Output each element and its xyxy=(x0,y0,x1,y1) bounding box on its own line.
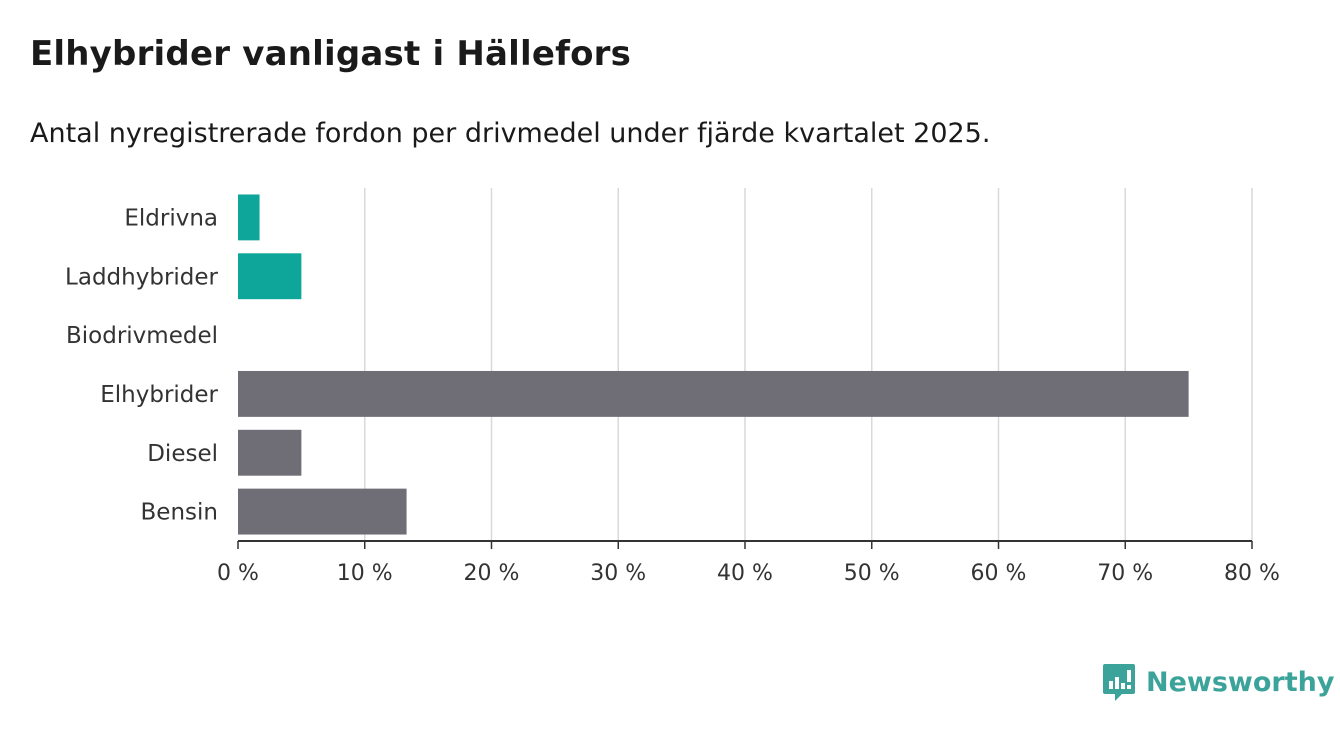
category-label: Diesel xyxy=(147,441,218,467)
x-tick-label: 10 % xyxy=(337,561,393,586)
x-tick-label: 20 % xyxy=(464,561,520,586)
x-tick-label: 50 % xyxy=(844,561,900,586)
bar-bensin xyxy=(238,488,407,535)
bar-laddhybrider xyxy=(238,253,302,300)
category-label: Bensin xyxy=(141,500,218,526)
x-tick-label: 40 % xyxy=(717,561,773,586)
brand-name: Newsworthy xyxy=(1146,666,1335,698)
grid-lines xyxy=(364,188,1253,541)
category-label: Biodrivmedel xyxy=(66,323,218,349)
chart-subtitle: Antal nyregistrerade fordon per drivmede… xyxy=(30,118,991,149)
brand-logo: Newsworthy xyxy=(1102,662,1334,702)
x-tick-label: 60 % xyxy=(971,561,1027,586)
x-axis: 0 % 10 % 20 % 30 % 40 % 50 % 60 % 70 % 80 % xyxy=(217,540,1280,586)
category-labels: Eldrivna Laddhybrider Biodrivmedel Elhybrid… xyxy=(65,205,218,525)
bar-elhybrider xyxy=(238,370,1189,417)
category-label: Elhybrider xyxy=(100,382,218,408)
bars xyxy=(238,194,1189,535)
category-label: Eldrivna xyxy=(124,205,218,231)
bar-diesel xyxy=(238,429,302,476)
x-tick-label: 70 % xyxy=(1097,561,1153,586)
x-tick-label: 80 % xyxy=(1224,561,1280,586)
chart-title: Elhybrider vanligast i Hällefors xyxy=(30,34,632,74)
x-tick-label: 30 % xyxy=(590,561,646,586)
category-label: Laddhybrider xyxy=(65,264,218,290)
x-tick-label: 0 % xyxy=(217,561,259,586)
newsworthy-logo-icon xyxy=(1103,664,1135,701)
bar-eldrivna xyxy=(238,194,260,241)
